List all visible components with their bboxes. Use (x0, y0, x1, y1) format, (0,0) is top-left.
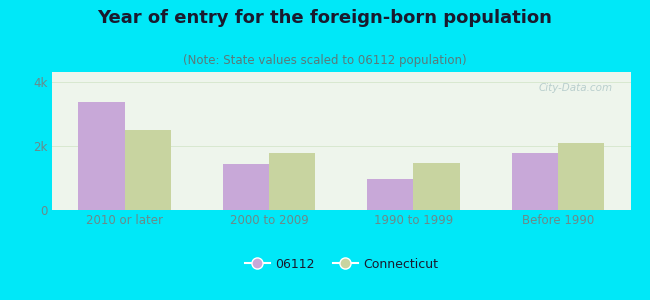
Bar (367, 178, 413, 210)
Bar (558, 143, 605, 210)
Text: Year of entry for the foreign-born population: Year of entry for the foreign-born popul… (98, 9, 552, 27)
Text: City-Data.com: City-Data.com (539, 83, 613, 93)
Legend: 06112, Connecticut: 06112, Connecticut (240, 253, 443, 275)
Bar (269, 153, 315, 210)
Bar (125, 130, 171, 210)
Bar (223, 164, 269, 210)
Bar (512, 153, 558, 210)
Bar (78, 103, 125, 210)
Bar (413, 163, 460, 210)
Text: (Note: State values scaled to 06112 population): (Note: State values scaled to 06112 popu… (183, 54, 467, 67)
